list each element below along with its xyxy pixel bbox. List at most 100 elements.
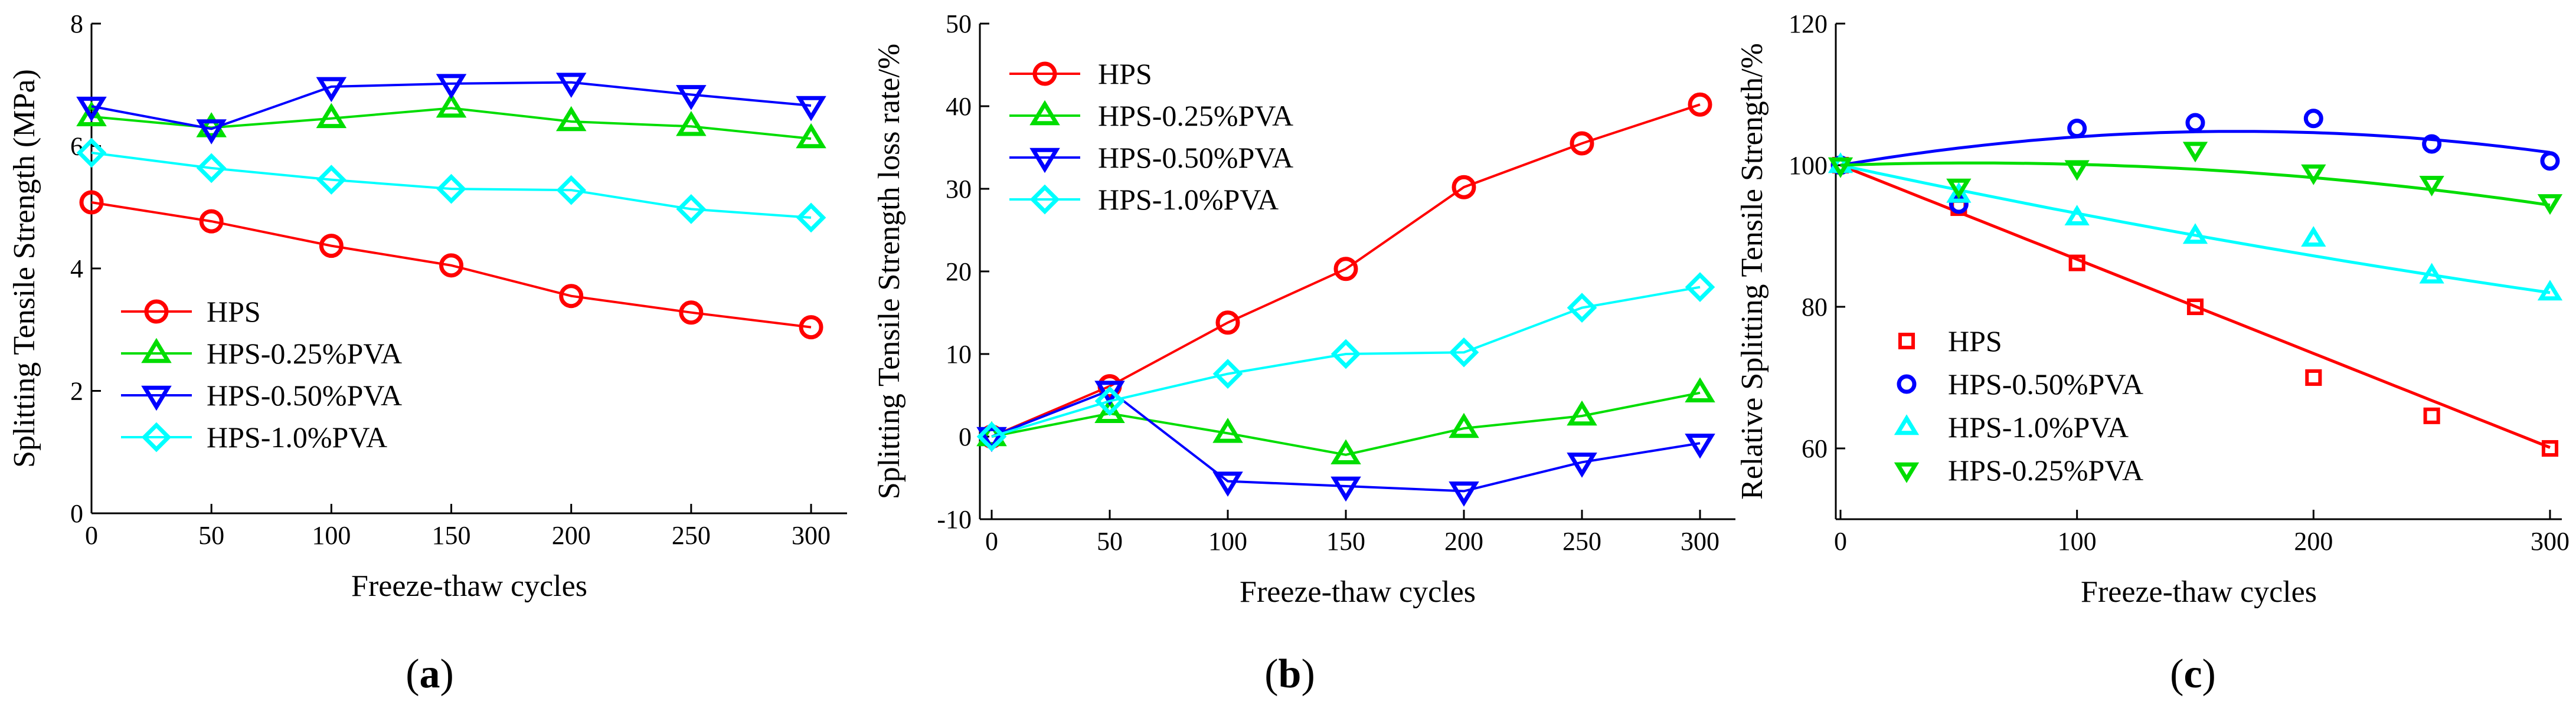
legend-label: HPS-0.50%PVA [1948,368,2143,401]
data-point [676,110,707,136]
data-point [2541,440,2559,457]
chart-panel-c: 60 80 100 120 0 100 200 300 Freeze-thaw cycles Re… [1735,9,2570,697]
data-point [196,119,227,145]
data-point [1946,182,1972,203]
y-tick-label: -10 [937,505,972,534]
x-axis-label: Freeze-thaw cycles [2081,575,2317,609]
legend-label: HPS-0.25%PVA [207,337,402,370]
caption-part: ( [2170,651,2183,697]
legend-marker [1032,61,1057,86]
data-point [1685,377,1715,403]
legend-marker [141,422,172,453]
legend-label: HPS [1098,57,1152,90]
x-tick-label: 50 [1097,527,1123,556]
data-point [556,175,587,205]
data-point [559,284,584,309]
legend-marker [1894,462,1920,483]
y-tick-label: 50 [946,9,972,38]
legend-label: HPS-0.25%PVA [1098,99,1293,132]
legend-marker [1029,148,1060,173]
x-tick-label: 0 [85,521,98,550]
data-point [316,165,346,195]
y-tick-label: 20 [946,257,972,286]
data-point [199,209,224,234]
series-HPS-1.0%PVA [976,272,1715,452]
data-point [2419,263,2444,284]
data-point [555,73,587,98]
x-axis-label: Freeze-thaw cycles [1240,575,1476,609]
data-point [2186,298,2204,316]
data-point [316,103,347,129]
x-axis-label: Freeze-thaw cycles [351,569,587,603]
series-line [91,201,812,329]
data-point [76,96,107,122]
legend-marker [1894,414,1920,435]
legend-marker [1029,184,1060,215]
y-tick-label: 40 [946,92,972,121]
data-point [76,101,107,126]
data-point [1567,400,1597,426]
data-point [796,96,826,122]
data-point [2422,134,2442,154]
data-point [555,106,587,132]
data-point [1946,178,1972,199]
data-point [2068,254,2085,271]
data-point [1331,339,1361,369]
y-axis-label: Relative Splitting Tensile Strength/% [1735,43,1769,500]
chart-panel-b: -10 0 10 20 30 40 50 0 50 100 150 200 250 300 Freeze-t… [872,9,1735,697]
data-point [76,137,107,168]
y-tick-label: 4 [70,254,83,283]
x-tick-label: 100 [1208,527,1247,556]
data-point [79,190,104,215]
y-tick-label: 30 [946,175,972,204]
data-point [2067,119,2087,139]
data-point [2182,142,2208,163]
x-tick-label: 300 [792,521,831,550]
data-point [1449,481,1479,507]
x-tick-label: 200 [552,521,591,550]
data-point [2537,280,2563,301]
data-point [1094,386,1125,417]
data-point [1215,310,1240,335]
legend-label: HPS-1.0%PVA [1098,183,1279,216]
x-tick-label: 200 [1444,527,1483,556]
data-point [1331,476,1361,502]
y-tick-label: 80 [1802,293,1828,322]
data-point [436,74,467,99]
legend-marker [1029,100,1060,126]
panel-caption: (c) [2170,651,2216,697]
data-point [2064,160,2090,181]
data-point [2423,407,2440,424]
data-point [676,85,707,110]
y-tick-label: 120 [1789,9,1828,38]
data-point [2303,109,2323,129]
data-point [1567,453,1597,478]
x-tick-label: 150 [1326,527,1365,556]
data-point [2182,223,2208,244]
caption-part: b [1279,651,1302,697]
caption-part: a [420,651,440,697]
series-HPS-0.25%PVA [76,92,826,149]
x-tick-label: 300 [2531,527,2570,556]
data-point [1212,471,1243,497]
series-HPS-0.50%PVA [76,73,826,145]
legend-marker [1897,374,1917,394]
caption-part: ) [440,651,454,697]
y-tick-label: 8 [70,9,83,38]
data-point [436,173,466,204]
data-point [976,421,1007,452]
series-line [991,286,1701,438]
data-point [679,300,704,325]
data-point [1333,257,1358,281]
y-tick-label: 0 [70,499,83,528]
data-point [1212,359,1243,389]
data-point [1685,433,1715,459]
legend-marker [144,299,169,324]
data-point [976,427,1007,453]
x-tick-label: 100 [2058,527,2097,556]
data-point [1685,272,1715,302]
y-tick-label: 2 [70,377,83,406]
x-tick-label: 250 [1562,527,1601,556]
